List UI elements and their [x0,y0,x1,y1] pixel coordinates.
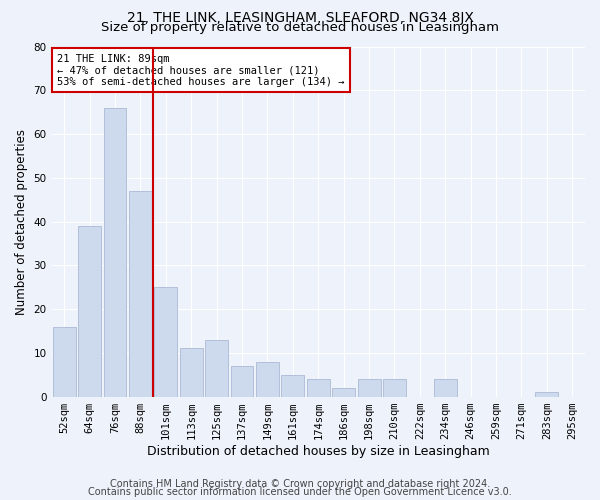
Bar [307,379,330,396]
Bar [256,362,279,396]
X-axis label: Distribution of detached houses by size in Leasingham: Distribution of detached houses by size … [147,444,490,458]
Bar [154,287,177,397]
Bar [129,191,152,396]
Bar [78,226,101,396]
Text: Size of property relative to detached houses in Leasingham: Size of property relative to detached ho… [101,21,499,34]
Bar [332,388,355,396]
Y-axis label: Number of detached properties: Number of detached properties [15,128,28,314]
Bar [281,374,304,396]
Bar [230,366,253,396]
Bar [53,326,76,396]
Text: 21 THE LINK: 89sqm
← 47% of detached houses are smaller (121)
53% of semi-detach: 21 THE LINK: 89sqm ← 47% of detached hou… [57,54,344,86]
Bar [358,379,380,396]
Text: Contains HM Land Registry data © Crown copyright and database right 2024.: Contains HM Land Registry data © Crown c… [110,479,490,489]
Bar [104,108,127,397]
Bar [180,348,203,397]
Bar [535,392,559,396]
Text: Contains public sector information licensed under the Open Government Licence v3: Contains public sector information licen… [88,487,512,497]
Bar [205,340,228,396]
Bar [383,379,406,396]
Bar [434,379,457,396]
Text: 21, THE LINK, LEASINGHAM, SLEAFORD, NG34 8JX: 21, THE LINK, LEASINGHAM, SLEAFORD, NG34… [127,11,473,25]
